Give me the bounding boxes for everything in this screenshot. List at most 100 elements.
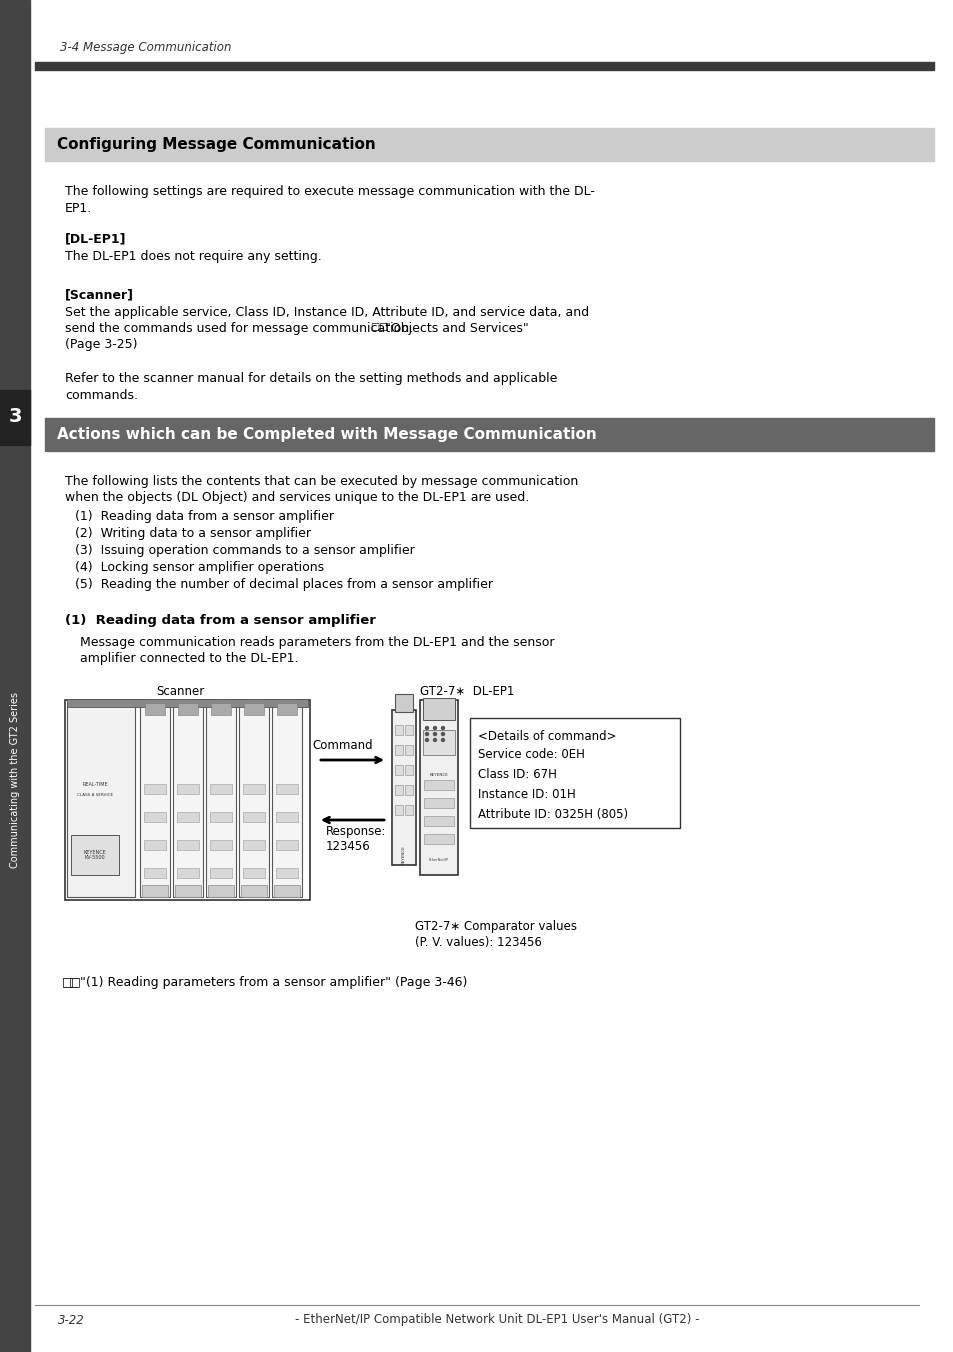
- Bar: [174, 886, 201, 896]
- Bar: [275, 868, 297, 877]
- Bar: [172, 703, 203, 896]
- Text: send the commands used for message communication.: send the commands used for message commu…: [65, 322, 413, 335]
- Bar: [67, 703, 135, 896]
- Bar: [392, 710, 416, 865]
- Bar: [67, 699, 308, 707]
- Text: CLASS A SERVICE: CLASS A SERVICE: [77, 794, 113, 796]
- Text: KEYENCE: KEYENCE: [429, 773, 448, 777]
- Text: (Page 3-25): (Page 3-25): [65, 338, 137, 352]
- Text: Scanner: Scanner: [155, 685, 204, 698]
- Bar: [239, 703, 269, 896]
- Text: □: □: [69, 975, 81, 988]
- Text: KEYENCE
KV-5500: KEYENCE KV-5500: [84, 849, 107, 860]
- Text: The DL-EP1 does not require any setting.: The DL-EP1 does not require any setting.: [65, 250, 321, 264]
- Bar: [45, 128, 933, 161]
- Bar: [145, 703, 165, 715]
- Text: EP1.: EP1.: [65, 201, 92, 215]
- Bar: [275, 813, 297, 822]
- Bar: [243, 868, 265, 877]
- Text: when the objects (DL Object) and services unique to the DL-EP1 are used.: when the objects (DL Object) and service…: [65, 491, 529, 504]
- Text: Communicating with the GT2 Series: Communicating with the GT2 Series: [10, 692, 20, 868]
- Text: □: □: [62, 975, 73, 988]
- Bar: [0, 0, 30, 1352]
- Circle shape: [441, 738, 444, 741]
- Text: "Objects and Services": "Objects and Services": [385, 322, 528, 335]
- Bar: [275, 784, 297, 794]
- Bar: [243, 813, 265, 822]
- Bar: [177, 813, 199, 822]
- Bar: [65, 700, 310, 900]
- Bar: [241, 886, 267, 896]
- Bar: [206, 703, 235, 896]
- Text: (1)  Reading data from a sensor amplifier: (1) Reading data from a sensor amplifier: [75, 510, 334, 523]
- Bar: [275, 840, 297, 850]
- Bar: [405, 745, 413, 754]
- Text: 3: 3: [9, 407, 22, 426]
- Text: (P. V. values): 123456: (P. V. values): 123456: [415, 936, 541, 949]
- Text: - EtherNet/IP Compatible Network Unit DL-EP1 User's Manual (GT2) -: - EtherNet/IP Compatible Network Unit DL…: [294, 1314, 699, 1326]
- Bar: [395, 804, 402, 815]
- Bar: [422, 730, 455, 754]
- Text: (2)  Writing data to a sensor amplifier: (2) Writing data to a sensor amplifier: [75, 527, 311, 539]
- Text: Refer to the scanner manual for details on the setting methods and applicable: Refer to the scanner manual for details …: [65, 372, 557, 385]
- Text: [DL-EP1]: [DL-EP1]: [65, 233, 127, 245]
- Text: GT2-7∗ Comparator values: GT2-7∗ Comparator values: [415, 919, 577, 933]
- Text: The following lists the contents that can be executed by message communication: The following lists the contents that ca…: [65, 475, 578, 488]
- Text: GT2-7∗  DL-EP1: GT2-7∗ DL-EP1: [419, 685, 514, 698]
- Text: □□: □□: [370, 322, 388, 333]
- Bar: [244, 703, 264, 715]
- Bar: [144, 868, 166, 877]
- Bar: [243, 784, 265, 794]
- Bar: [211, 703, 231, 715]
- Text: amplifier connected to the DL-EP1.: amplifier connected to the DL-EP1.: [80, 652, 298, 665]
- Text: 3-4 Message Communication: 3-4 Message Communication: [60, 42, 232, 54]
- Circle shape: [425, 738, 428, 741]
- Bar: [423, 834, 454, 844]
- Text: (4)  Locking sensor amplifier operations: (4) Locking sensor amplifier operations: [75, 561, 324, 575]
- Bar: [35, 62, 933, 70]
- Bar: [0, 389, 30, 445]
- Text: KEYENCE: KEYENCE: [401, 845, 406, 864]
- Text: (1)  Reading data from a sensor amplifier: (1) Reading data from a sensor amplifier: [65, 614, 375, 627]
- Circle shape: [425, 733, 428, 735]
- Text: Configuring Message Communication: Configuring Message Communication: [57, 137, 375, 151]
- Bar: [208, 886, 233, 896]
- Bar: [210, 813, 232, 822]
- Bar: [395, 694, 413, 713]
- Bar: [45, 418, 933, 452]
- Bar: [243, 840, 265, 850]
- Bar: [177, 868, 199, 877]
- Text: <Details of command>: <Details of command>: [477, 730, 616, 744]
- Text: Command: Command: [312, 740, 373, 752]
- Bar: [276, 703, 296, 715]
- Text: Set the applicable service, Class ID, Instance ID, Attribute ID, and service dat: Set the applicable service, Class ID, In…: [65, 306, 589, 319]
- Text: [Scanner]: [Scanner]: [65, 288, 133, 301]
- Text: Message communication reads parameters from the DL-EP1 and the sensor: Message communication reads parameters f…: [80, 635, 554, 649]
- Text: Class ID: 67H: Class ID: 67H: [477, 768, 557, 781]
- Text: (5)  Reading the number of decimal places from a sensor amplifier: (5) Reading the number of decimal places…: [75, 579, 493, 591]
- Text: Attribute ID: 0325H (805): Attribute ID: 0325H (805): [477, 808, 627, 821]
- Bar: [395, 765, 402, 775]
- Bar: [274, 886, 299, 896]
- Circle shape: [441, 733, 444, 735]
- Text: Actions which can be Completed with Message Communication: Actions which can be Completed with Mess…: [57, 427, 597, 442]
- Circle shape: [433, 726, 436, 730]
- Text: 3-22: 3-22: [58, 1314, 85, 1326]
- Bar: [423, 798, 454, 808]
- Circle shape: [441, 726, 444, 730]
- Text: EtherNet/IP: EtherNet/IP: [429, 859, 449, 863]
- Text: Response:: Response:: [326, 825, 386, 838]
- Bar: [142, 886, 168, 896]
- Bar: [71, 836, 119, 875]
- Bar: [405, 804, 413, 815]
- Bar: [419, 700, 457, 875]
- Bar: [177, 840, 199, 850]
- Text: (3)  Issuing operation commands to a sensor amplifier: (3) Issuing operation commands to a sens…: [75, 544, 415, 557]
- Bar: [177, 784, 199, 794]
- Text: Service code: 0EH: Service code: 0EH: [477, 748, 584, 761]
- Bar: [423, 817, 454, 826]
- Bar: [405, 725, 413, 735]
- Bar: [144, 784, 166, 794]
- Bar: [405, 765, 413, 775]
- Bar: [405, 786, 413, 795]
